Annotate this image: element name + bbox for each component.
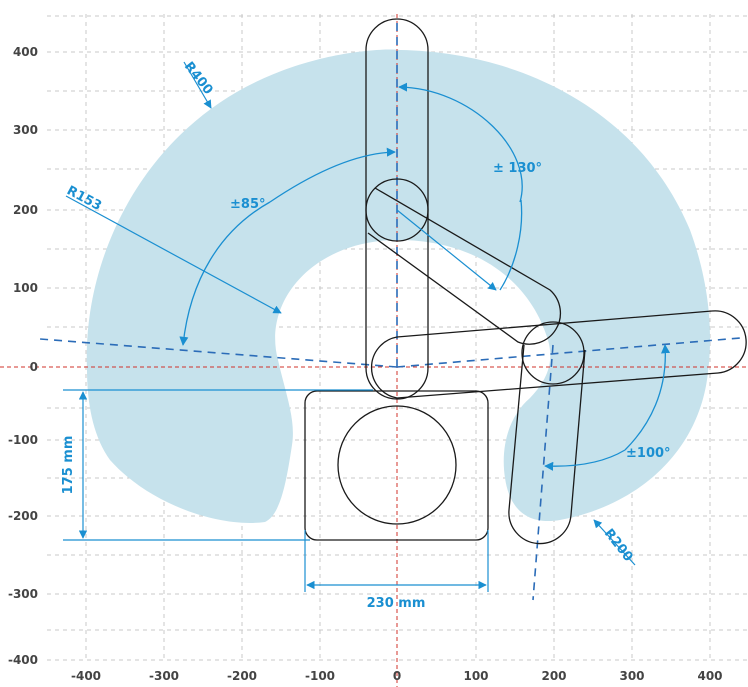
x-tick: -100: [305, 669, 335, 683]
radius-outer-label: R400: [181, 59, 216, 98]
angle-top-label: ± 130°: [493, 161, 542, 176]
robot-outline: [304, 18, 747, 545]
x-tick: -300: [149, 669, 179, 683]
y-tick: -200: [8, 509, 38, 523]
y-tick: 400: [13, 45, 38, 59]
y-tick: 200: [13, 203, 38, 217]
x-tick: 400: [697, 669, 722, 683]
arm-axis-lines: [39, 22, 741, 601]
angle-arcs: [179, 82, 671, 471]
link-diagonal: [367, 187, 562, 345]
y-axis-ticks: 400 300 200 100 0 -100 -200 -300 -400: [8, 45, 38, 667]
y-tick: 0: [30, 360, 38, 374]
x-tick: -400: [71, 669, 101, 683]
y-tick: -400: [8, 653, 38, 667]
x-tick: 100: [463, 669, 488, 683]
width-dimension-label: 230 mm: [367, 596, 426, 611]
radius-leaders: [65, 61, 636, 566]
angle-right-label: ±100°: [626, 446, 671, 461]
link-horizontal: [370, 310, 747, 399]
x-tick: 200: [541, 669, 566, 683]
height-dimension-label: 175 mm: [61, 436, 76, 495]
angle-left-label: ±85°: [230, 197, 265, 212]
y-tick: 100: [13, 281, 38, 295]
radius-small-label: R200: [601, 526, 636, 565]
base-circle: [337, 405, 457, 525]
radius-inner-label: R153: [64, 183, 104, 214]
reachable-workspace: [86, 49, 711, 523]
x-tick: -200: [227, 669, 257, 683]
joint-upper: [365, 178, 429, 242]
x-tick: 0: [393, 669, 401, 683]
y-tick: -300: [8, 587, 38, 601]
dimension-lines: [63, 389, 489, 592]
x-axis-ticks: -400 -300 -200 -100 0 100 200 300 400: [71, 669, 723, 683]
robot-base: [304, 390, 489, 541]
x-tick: 300: [619, 669, 644, 683]
y-tick: -100: [8, 433, 38, 447]
y-tick: 300: [13, 123, 38, 137]
joint-right: [521, 321, 585, 385]
link-down: [508, 344, 586, 545]
